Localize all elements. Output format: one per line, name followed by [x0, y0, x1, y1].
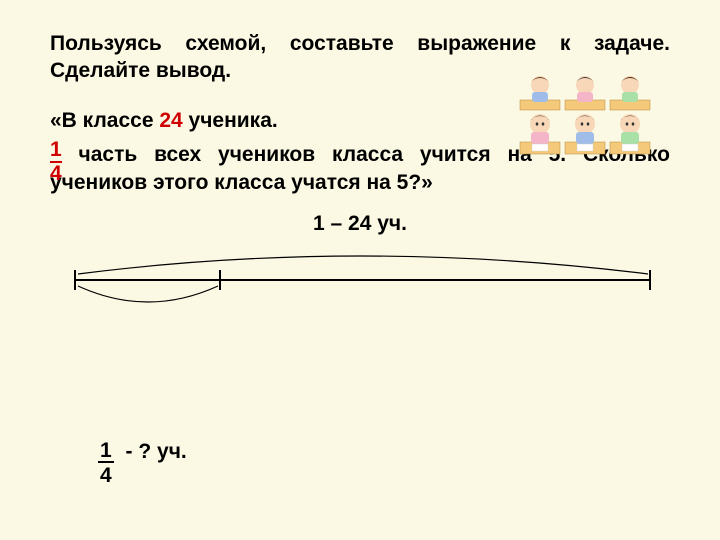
segment-diagram — [60, 242, 660, 322]
diagram-svg — [60, 242, 660, 322]
bottom-fraction-den: 4 — [98, 463, 114, 486]
fraction-denominator: 4 — [50, 161, 62, 184]
arc-bottom — [78, 286, 218, 302]
bottom-fraction-rest: - ? уч. — [126, 440, 187, 464]
bottom-fraction: 1 4 — [98, 440, 114, 486]
fraction-numerator: 1 — [50, 139, 62, 160]
problem-line1-before: «В классе — [50, 109, 159, 132]
arc-top — [78, 256, 648, 274]
students-illustration — [510, 60, 660, 170]
students-svg — [510, 60, 660, 170]
problem-fraction: 1 4 — [50, 139, 62, 184]
diagram-label: 1 – 24 уч. — [50, 212, 670, 236]
problem-line1-after: ученика. — [183, 109, 278, 132]
bottom-fraction-label: 1 4 - ? уч. — [98, 440, 187, 486]
bottom-fraction-num: 1 — [98, 440, 114, 463]
problem-red-number: 24 — [159, 109, 182, 132]
